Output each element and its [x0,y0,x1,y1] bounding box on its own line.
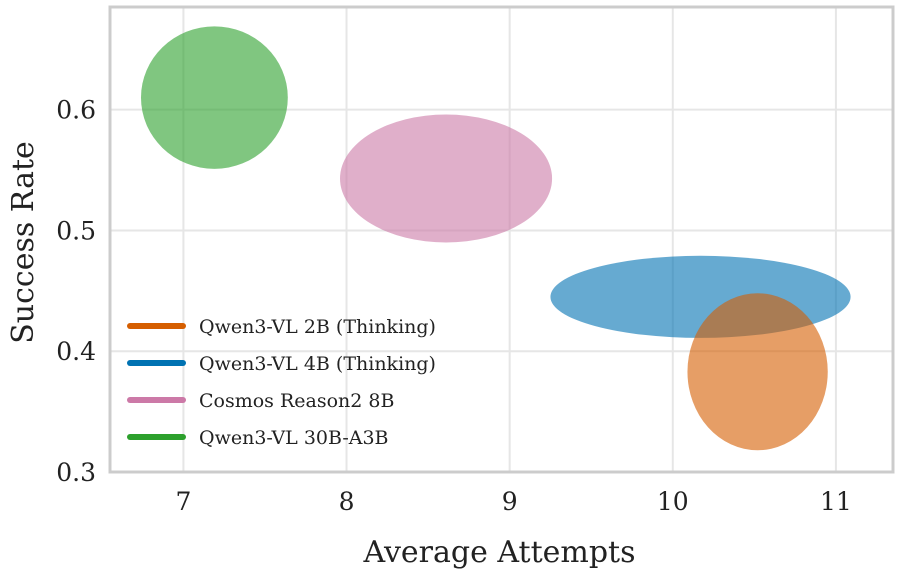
x-tick-label: 10 [657,487,689,516]
legend: Qwen3-VL 2B (Thinking) Qwen3-VL 4B (Think… [127,316,436,449]
x-tick-label: 9 [502,487,518,516]
y-tick-label: 0.6 [56,96,96,125]
y-tick-label: 0.5 [56,216,96,245]
legend-label: Cosmos Reason2 8B [199,390,394,412]
x-tick-label: 8 [339,487,355,516]
y-tick-labels: 0.3 0.4 0.5 0.6 [56,96,96,487]
legend-label: Qwen3-VL 2B (Thinking) [199,316,436,338]
x-tick-label: 11 [820,487,852,516]
x-axis-label: Average Attempts [363,535,636,570]
data-ellipses [140,26,851,451]
x-tick-label: 7 [175,487,191,516]
legend-label: Qwen3-VL 30B-A3B [199,427,389,449]
ellipse-cosmos-reason2-8b [340,114,553,243]
ellipse-qwen3-vl-2b-thinking [687,293,828,451]
legend-label: Qwen3-VL 4B (Thinking) [199,353,436,375]
y-axis-label: Success Rate [6,141,41,344]
ellipse-qwen3-vl-30b-a3b [140,26,288,169]
x-tick-labels: 7 8 9 10 11 [175,487,851,516]
y-tick-label: 0.4 [56,337,96,366]
y-tick-label: 0.3 [56,458,96,487]
plot-frame [108,5,895,474]
